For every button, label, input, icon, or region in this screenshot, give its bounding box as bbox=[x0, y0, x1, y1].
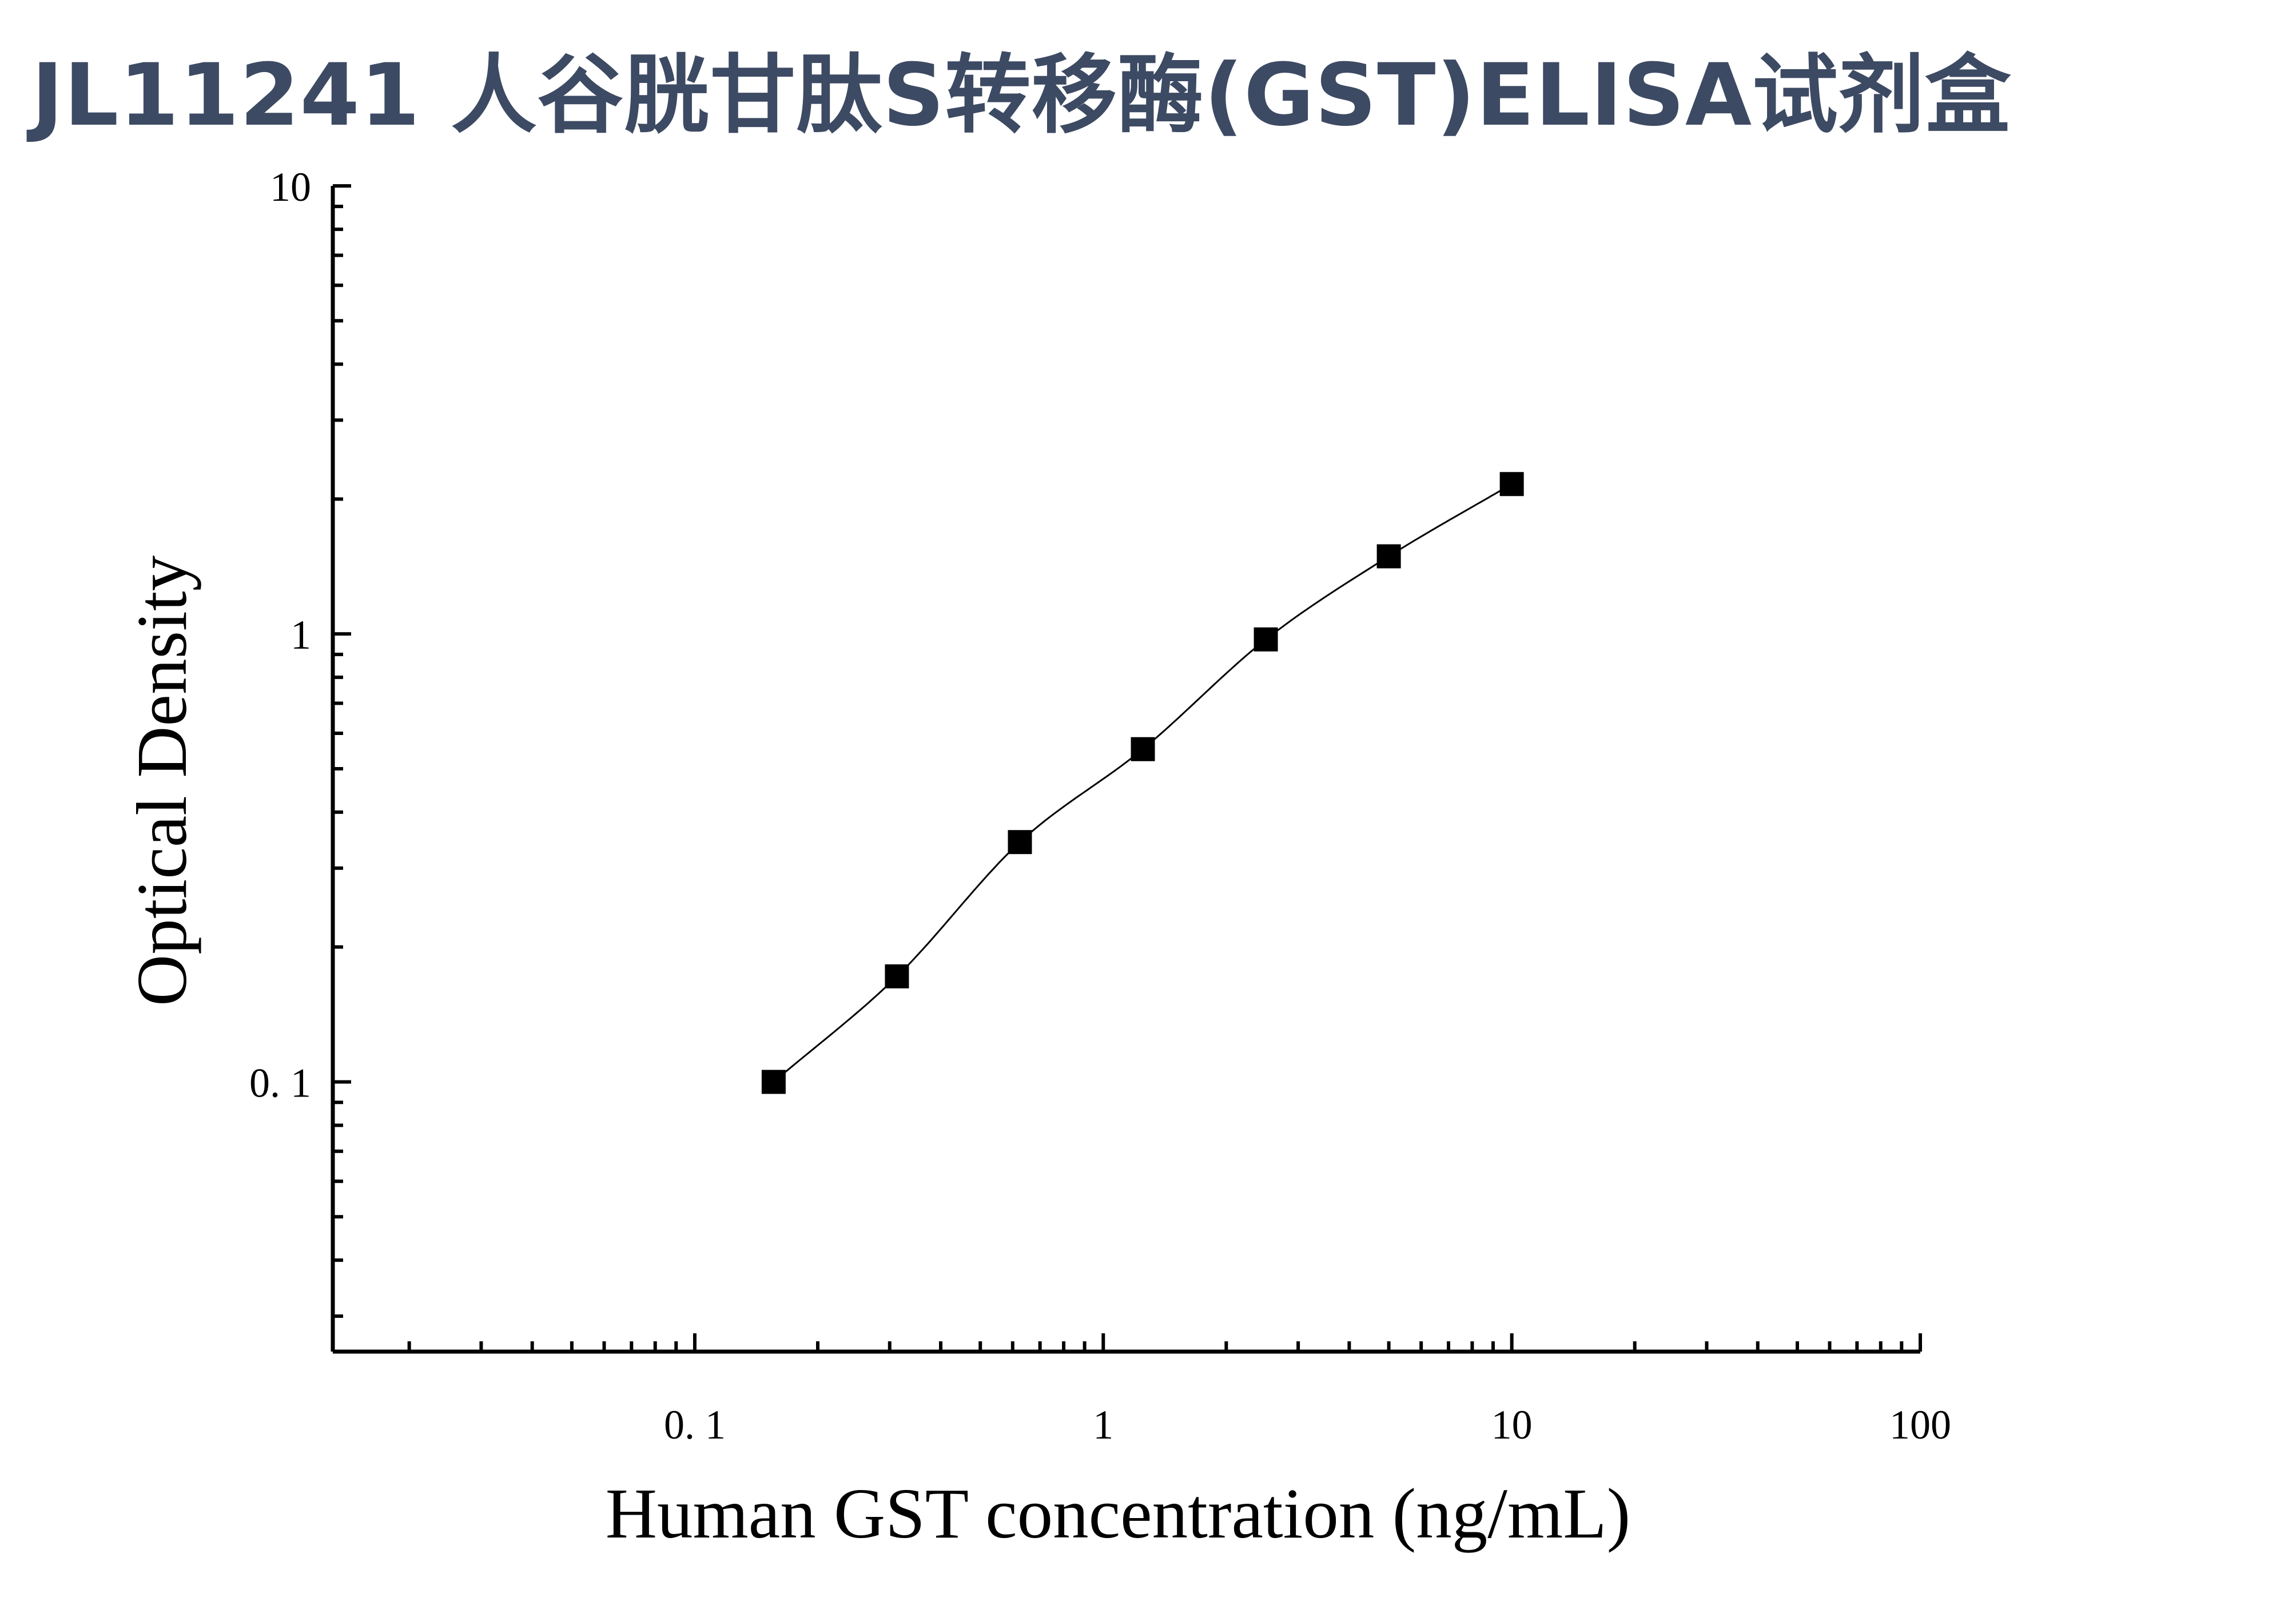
points-layer bbox=[761, 472, 1524, 1094]
data-point bbox=[761, 1070, 786, 1094]
x-axis-title: Human GST concentration (ng/mL) bbox=[606, 1475, 1630, 1554]
x-tick-label: 1 bbox=[1093, 1402, 1113, 1448]
data-point bbox=[1254, 627, 1278, 651]
data-point bbox=[1376, 544, 1401, 569]
y-tick-label: 1 bbox=[291, 612, 311, 658]
y-tick-label: 0. 1 bbox=[249, 1060, 311, 1106]
y-axis-title: Optical Density bbox=[123, 555, 202, 1006]
x-axis: 0. 1 1 10 100 bbox=[333, 1333, 1951, 1448]
curve-layer bbox=[773, 483, 1513, 1083]
fit-curve bbox=[773, 483, 1513, 1083]
x-tick-label: 0. 1 bbox=[664, 1402, 726, 1448]
page-title: JL11241 人谷胱甘肽S转移酶(GST)ELISA试剂盒 bbox=[31, 46, 2012, 145]
data-point bbox=[1131, 737, 1155, 761]
x-tick-label: 100 bbox=[1889, 1402, 1951, 1448]
y-tick-label: 10 bbox=[270, 164, 311, 210]
data-point bbox=[885, 964, 909, 988]
data-point bbox=[1008, 830, 1032, 855]
data-point bbox=[1499, 472, 1524, 496]
x-tick-label: 10 bbox=[1491, 1402, 1533, 1448]
y-axis: 0. 1 1 10 bbox=[249, 164, 351, 1352]
